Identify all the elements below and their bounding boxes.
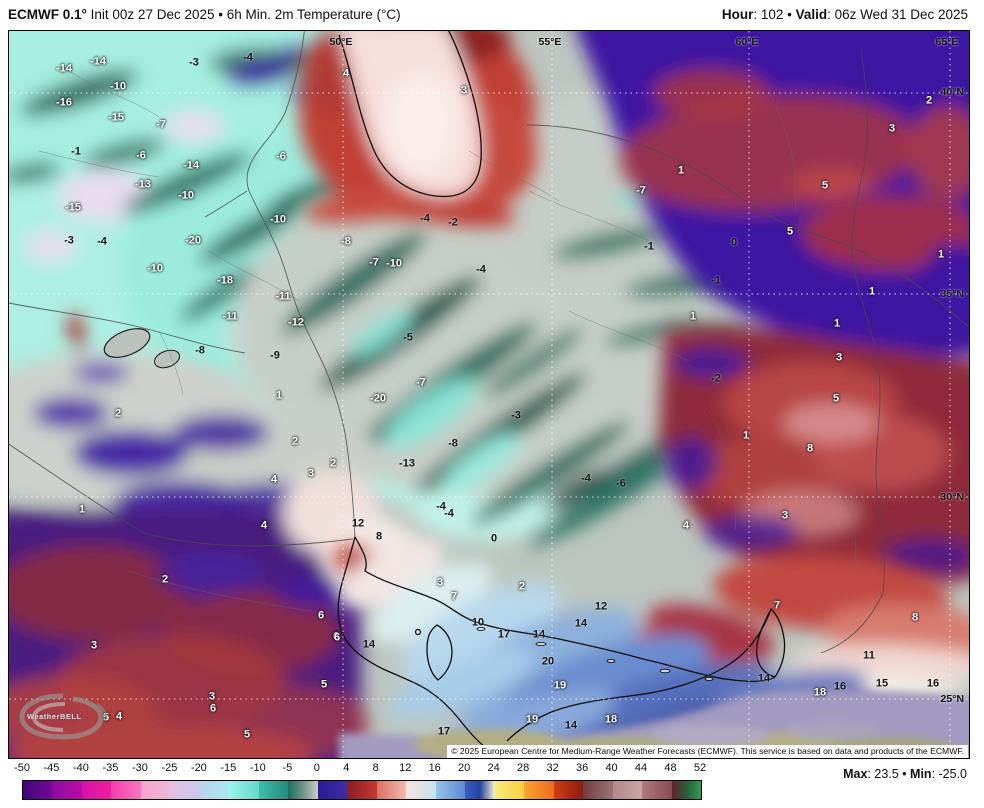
colorbar-segment xyxy=(199,781,230,799)
colorbar-tick-label: 32 xyxy=(546,762,559,774)
weatherbell-swirl-icon xyxy=(19,693,107,740)
colorbar-tick-label: -40 xyxy=(73,762,89,774)
colorbar-ticks: -50 -45 -40 -35 -30 -25 -20 -15 -10 -5 0 4 8 12 16 20 24… xyxy=(14,762,706,776)
colorbar-segment xyxy=(553,781,584,799)
colorbar-tick-label: 20 xyxy=(458,762,471,774)
graticule-lines xyxy=(9,31,969,758)
colorbar-segment xyxy=(258,781,289,799)
colorbar-tick-label: -10 xyxy=(249,762,266,774)
weatherbell-logo: WeatherBELL xyxy=(13,690,113,744)
colorbar-tick-label: -45 xyxy=(43,762,60,774)
colorbar-tick-label: 12 xyxy=(399,762,412,774)
colorbar-segment xyxy=(671,781,702,799)
colorbar-segment xyxy=(229,781,259,799)
colorbar-segment xyxy=(376,781,407,799)
colorbar-tick-label: 52 xyxy=(693,762,707,774)
init-subtitle: Init 00z 27 Dec 2025 • 6h Min. 2m Temper… xyxy=(86,7,401,22)
latitude-label: 30°N xyxy=(940,491,964,503)
valid-time-readout: Hour: 102 • Valid: 06z Wed 31 Dec 2025 xyxy=(722,7,968,22)
model-name: ECMWF 0.1° xyxy=(8,7,87,22)
longitude-label: 55°E xyxy=(538,36,562,48)
hour-value: : 102 • xyxy=(753,7,796,22)
colorbar-segment xyxy=(23,781,53,799)
colorbar-tick-label: 36 xyxy=(575,762,589,774)
colorbar-segment xyxy=(494,781,525,799)
colorbar-tick-label: -5 xyxy=(282,762,293,774)
min-value: : -25.0 xyxy=(931,767,967,781)
colorbar-tick-label: 24 xyxy=(487,762,500,774)
valid-value: : 06z Wed 31 Dec 2025 xyxy=(827,7,968,22)
colorbar-segment xyxy=(317,781,348,799)
page-title: ECMWF 0.1° Init 00z 27 Dec 2025 • 6h Min… xyxy=(8,7,401,22)
colorbar-segment xyxy=(642,781,672,799)
latitude-label: 35°N xyxy=(940,288,964,300)
colorbar-segment xyxy=(435,781,466,799)
colorbar-tick-label: 40 xyxy=(605,762,618,774)
colorbar-segment xyxy=(612,781,643,799)
colorbar-tick-label: 16 xyxy=(428,762,441,774)
colorbar-segment xyxy=(524,781,554,799)
colorbar-tick-label: 28 xyxy=(517,762,530,774)
max-label: Max xyxy=(843,767,868,781)
colorbar-segment xyxy=(170,781,200,799)
colorbar-tick-label: -50 xyxy=(14,762,30,774)
colorbar-tick-label: 4 xyxy=(343,762,350,774)
hour-label: Hour xyxy=(721,7,754,22)
valid-label: Valid xyxy=(795,7,828,22)
colorbar-segment xyxy=(288,781,318,799)
max-value: : 23.5 • xyxy=(867,767,911,781)
longitude-label: 65°E xyxy=(935,36,959,48)
colorbar-segment xyxy=(52,781,82,799)
temperature-map: -14 -14 -10 -16 -15 -7 -3 -4 -1 -6 -14 -13 -10 -6 -15-… xyxy=(8,30,970,759)
colorbar-tick-label: 8 xyxy=(372,762,379,774)
colorbar-tick-label: -30 xyxy=(131,762,148,774)
max-min-readout: Max: 23.5 • Min: -25.0 xyxy=(843,767,967,781)
colorbar-tick-label: 0 xyxy=(313,762,320,774)
colorbar-segment xyxy=(465,781,495,799)
colorbar-segment xyxy=(111,781,141,799)
lakes xyxy=(103,328,181,369)
longitude-label: 50°E xyxy=(329,36,353,48)
copyright-text: © 2025 European Centre for Medium-Range … xyxy=(447,745,968,758)
min-label: Min xyxy=(910,767,932,781)
colorbar-tick-label: -25 xyxy=(161,762,178,774)
colorbar-tick-label: -20 xyxy=(190,762,207,774)
colorbar-segment xyxy=(583,781,613,799)
colorbar-segment xyxy=(347,781,377,799)
weatherbell-logo-text: WeatherBELL xyxy=(27,712,82,721)
colorbar-segment xyxy=(406,781,436,799)
colorbar-tick-label: -35 xyxy=(102,762,119,774)
latitude-label: 25°N xyxy=(940,693,964,705)
colorbar-tick-label: 48 xyxy=(664,762,677,774)
longitude-label: 60°E xyxy=(735,36,759,48)
map-basemap xyxy=(9,31,969,758)
colorbar-tick-label: 44 xyxy=(634,762,648,774)
latitude-label: 40°N xyxy=(940,86,964,98)
colorbar xyxy=(22,780,702,800)
colorbar-segment xyxy=(140,781,171,799)
colorbar-tick-label: -15 xyxy=(220,762,237,774)
colorbar-segment xyxy=(81,781,112,799)
